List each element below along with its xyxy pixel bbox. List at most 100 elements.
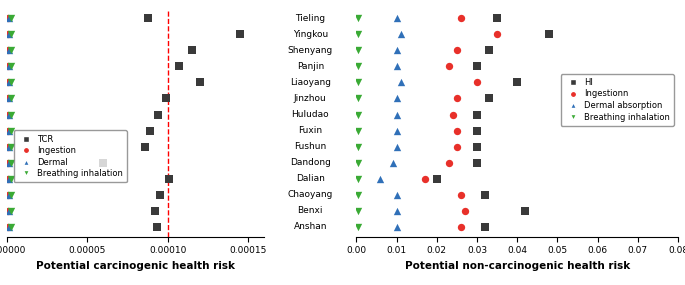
Point (2, 160, 13, 165)
Point (5, 176, 16, 181)
Point (5, 225, 16, 229)
Point (353, 16, 364, 21)
Point (2, 32, 13, 36)
Point (4, 32, 15, 36)
Text: Fushun: Fushun (294, 142, 327, 151)
Point (484, 96, 495, 101)
Point (2, 48, 13, 52)
Point (471, 112, 482, 117)
Text: Fuxin: Fuxin (298, 126, 323, 135)
Point (479, 225, 490, 229)
Point (456, 225, 466, 229)
Point (520, 209, 531, 213)
Point (391, 112, 402, 117)
Point (4, 225, 15, 229)
Point (4, 112, 15, 117)
X-axis label: Potential carcinogenic health risk: Potential carcinogenic health risk (36, 261, 235, 271)
Point (4, 144, 15, 149)
Point (456, 193, 466, 197)
Point (5, 209, 16, 213)
Point (451, 128, 462, 133)
Point (391, 96, 402, 101)
Point (391, 16, 402, 21)
Point (143, 16, 154, 21)
Point (512, 80, 523, 85)
Point (5, 193, 16, 197)
Point (4, 48, 15, 52)
Point (2, 112, 13, 117)
Point (2, 128, 13, 133)
Point (391, 209, 402, 213)
Point (471, 64, 482, 69)
Text: Tieling: Tieling (295, 14, 325, 23)
Point (353, 160, 364, 165)
Point (353, 209, 364, 213)
Point (4, 193, 15, 197)
Text: Dandong: Dandong (290, 158, 331, 167)
Point (5, 96, 16, 101)
Point (456, 16, 466, 21)
Text: Dalian: Dalian (296, 174, 325, 183)
Point (5, 144, 16, 149)
Point (154, 193, 165, 197)
Text: Huludao: Huludao (292, 110, 329, 119)
Point (479, 193, 490, 197)
Point (443, 160, 454, 165)
Point (149, 209, 160, 213)
Point (492, 32, 503, 36)
Text: Panjin: Panjin (297, 62, 324, 71)
Point (5, 128, 16, 133)
Point (451, 96, 462, 101)
Text: Liaoyang: Liaoyang (290, 78, 331, 87)
Point (4, 176, 15, 181)
Legend: HI, Ingestionn, Dermal absorption, Breathing inhalation: HI, Ingestionn, Dermal absorption, Breat… (560, 74, 674, 126)
Point (353, 112, 364, 117)
Point (391, 144, 402, 149)
Point (4, 16, 15, 21)
Point (5, 48, 16, 52)
Point (391, 48, 402, 52)
Point (151, 225, 162, 229)
Text: Shenyang: Shenyang (288, 46, 333, 55)
Point (375, 176, 386, 181)
Point (4, 160, 15, 165)
Point (2, 193, 13, 197)
Point (153, 112, 164, 117)
Text: Jinzhou: Jinzhou (294, 94, 327, 103)
Point (391, 225, 402, 229)
Point (447, 112, 458, 117)
Point (4, 64, 15, 69)
Point (5, 64, 16, 69)
Point (4, 96, 15, 101)
X-axis label: Potential non-carcinogenic health risk: Potential non-carcinogenic health risk (405, 261, 630, 271)
Point (353, 64, 364, 69)
Point (353, 128, 364, 133)
Point (353, 193, 364, 197)
Point (4, 209, 15, 213)
Point (451, 48, 462, 52)
Point (443, 64, 454, 69)
Legend: TCR, Ingestion, Dermal, Breathing inhalation: TCR, Ingestion, Dermal, Breathing inhala… (14, 131, 127, 182)
Point (471, 80, 482, 85)
Point (471, 144, 482, 149)
Point (2, 64, 13, 69)
Point (395, 32, 406, 36)
Point (2, 176, 13, 181)
Point (471, 128, 482, 133)
Point (145, 128, 155, 133)
Point (353, 96, 364, 101)
Text: Yingkou: Yingkou (292, 30, 328, 39)
Point (4, 128, 15, 133)
Point (353, 32, 364, 36)
Point (2, 209, 13, 213)
Text: Chaoyang: Chaoyang (288, 190, 333, 199)
Point (2, 80, 13, 85)
Point (544, 32, 555, 36)
Point (484, 48, 495, 52)
Point (492, 16, 503, 21)
Point (2, 225, 13, 229)
Point (2, 144, 13, 149)
Point (4, 80, 15, 85)
Point (5, 160, 16, 165)
Point (186, 48, 197, 52)
